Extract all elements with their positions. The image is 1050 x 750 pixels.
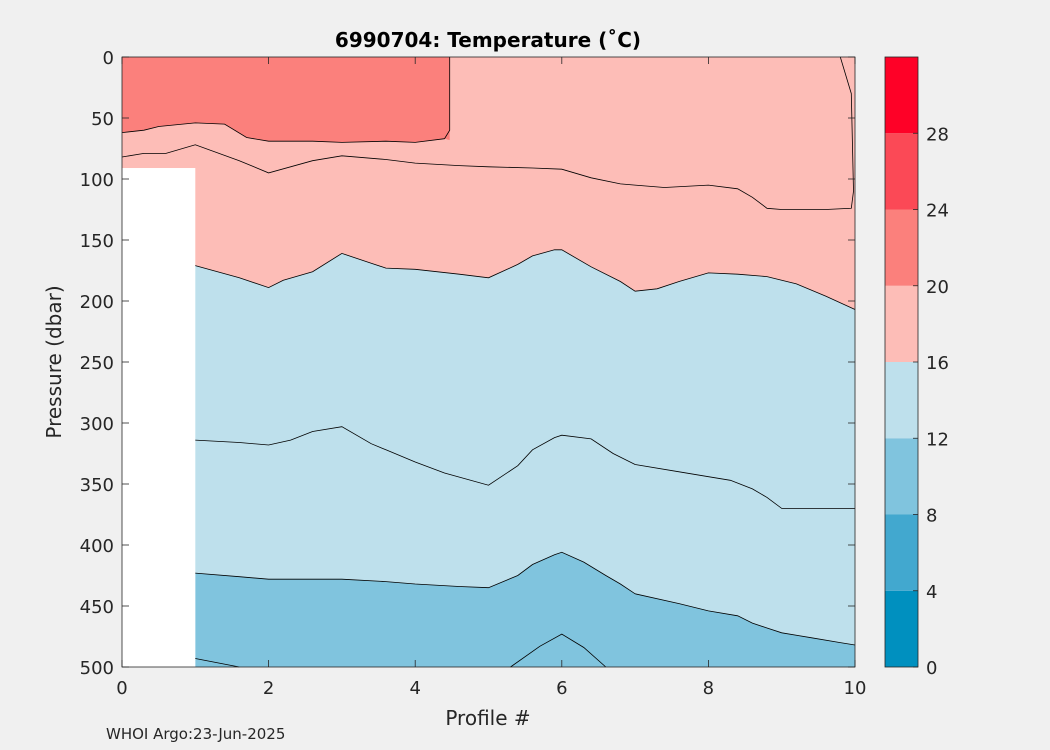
colorbar-tick-label: 24 (926, 201, 949, 222)
colorbar-segment (885, 209, 918, 286)
y-tick-label: 0 (103, 48, 114, 69)
isotherm-8-line (195, 551, 856, 646)
colorbar-tick-label: 8 (926, 506, 937, 527)
y-tick-label: 300 (80, 414, 114, 435)
colorbar-segment (885, 362, 918, 439)
colorbar-segment (885, 438, 918, 515)
contour-plot-area (121, 56, 856, 668)
x-tick-label: 10 (844, 678, 867, 699)
isotherm-4-line (195, 658, 240, 668)
isotherm-4-line (510, 633, 607, 668)
y-axis-label: Pressure (dbar) (42, 285, 66, 438)
y-tick-label: 350 (80, 475, 114, 496)
footer-credit: WHOI Argo:23-Jun-2025 (106, 725, 286, 743)
y-tick-label: 200 (80, 292, 114, 313)
band-16-20-upper (449, 57, 854, 210)
x-axis-label: Profile # (445, 706, 530, 730)
y-tick-label: 250 (80, 353, 114, 374)
colorbar-tick-label: 20 (926, 277, 949, 298)
isotherm-16-line (195, 249, 856, 310)
y-tick-label: 500 (80, 658, 114, 679)
colorbar-segment (885, 285, 918, 362)
missing-data-region (122, 168, 196, 667)
colorbar-segment (885, 514, 918, 591)
isotherm-20-line (121, 56, 854, 210)
y-tick-label: 100 (80, 170, 114, 191)
band-20-24-top (122, 57, 450, 143)
x-tick-label: 4 (409, 678, 420, 699)
colorbar-tick-label: 4 (926, 582, 937, 603)
colorbar: 0 4 8 12 16 20 24 28 (884, 56, 949, 679)
chart-title: 6990704: Temperature (˚C) (335, 28, 641, 52)
colorbar-tick-label: 0 (926, 658, 937, 679)
y-tick-label: 50 (91, 109, 114, 130)
x-tick-label: 6 (556, 678, 567, 699)
colorbar-tick-label: 28 (926, 124, 949, 145)
x-tick-label: 0 (116, 678, 127, 699)
x-tick-label: 2 (263, 678, 274, 699)
y-tick-label: 400 (80, 536, 114, 557)
band-8-12-bottom (510, 634, 606, 667)
colorbar-tick-label: 16 (926, 353, 949, 374)
isotherm-12-line (195, 426, 855, 509)
y-tick-label: 150 (80, 231, 114, 252)
colorbar-segment (885, 590, 918, 667)
isotherm-24-line (121, 57, 451, 143)
y-tick-label: 450 (80, 597, 114, 618)
band-16-20-strip (122, 122, 562, 173)
band-8-12 (195, 552, 856, 667)
colorbar-segment (885, 57, 918, 134)
colorbar-tick-label: 12 (926, 429, 949, 450)
colorbar-segment (885, 133, 918, 210)
x-tick-label: 8 (703, 678, 714, 699)
